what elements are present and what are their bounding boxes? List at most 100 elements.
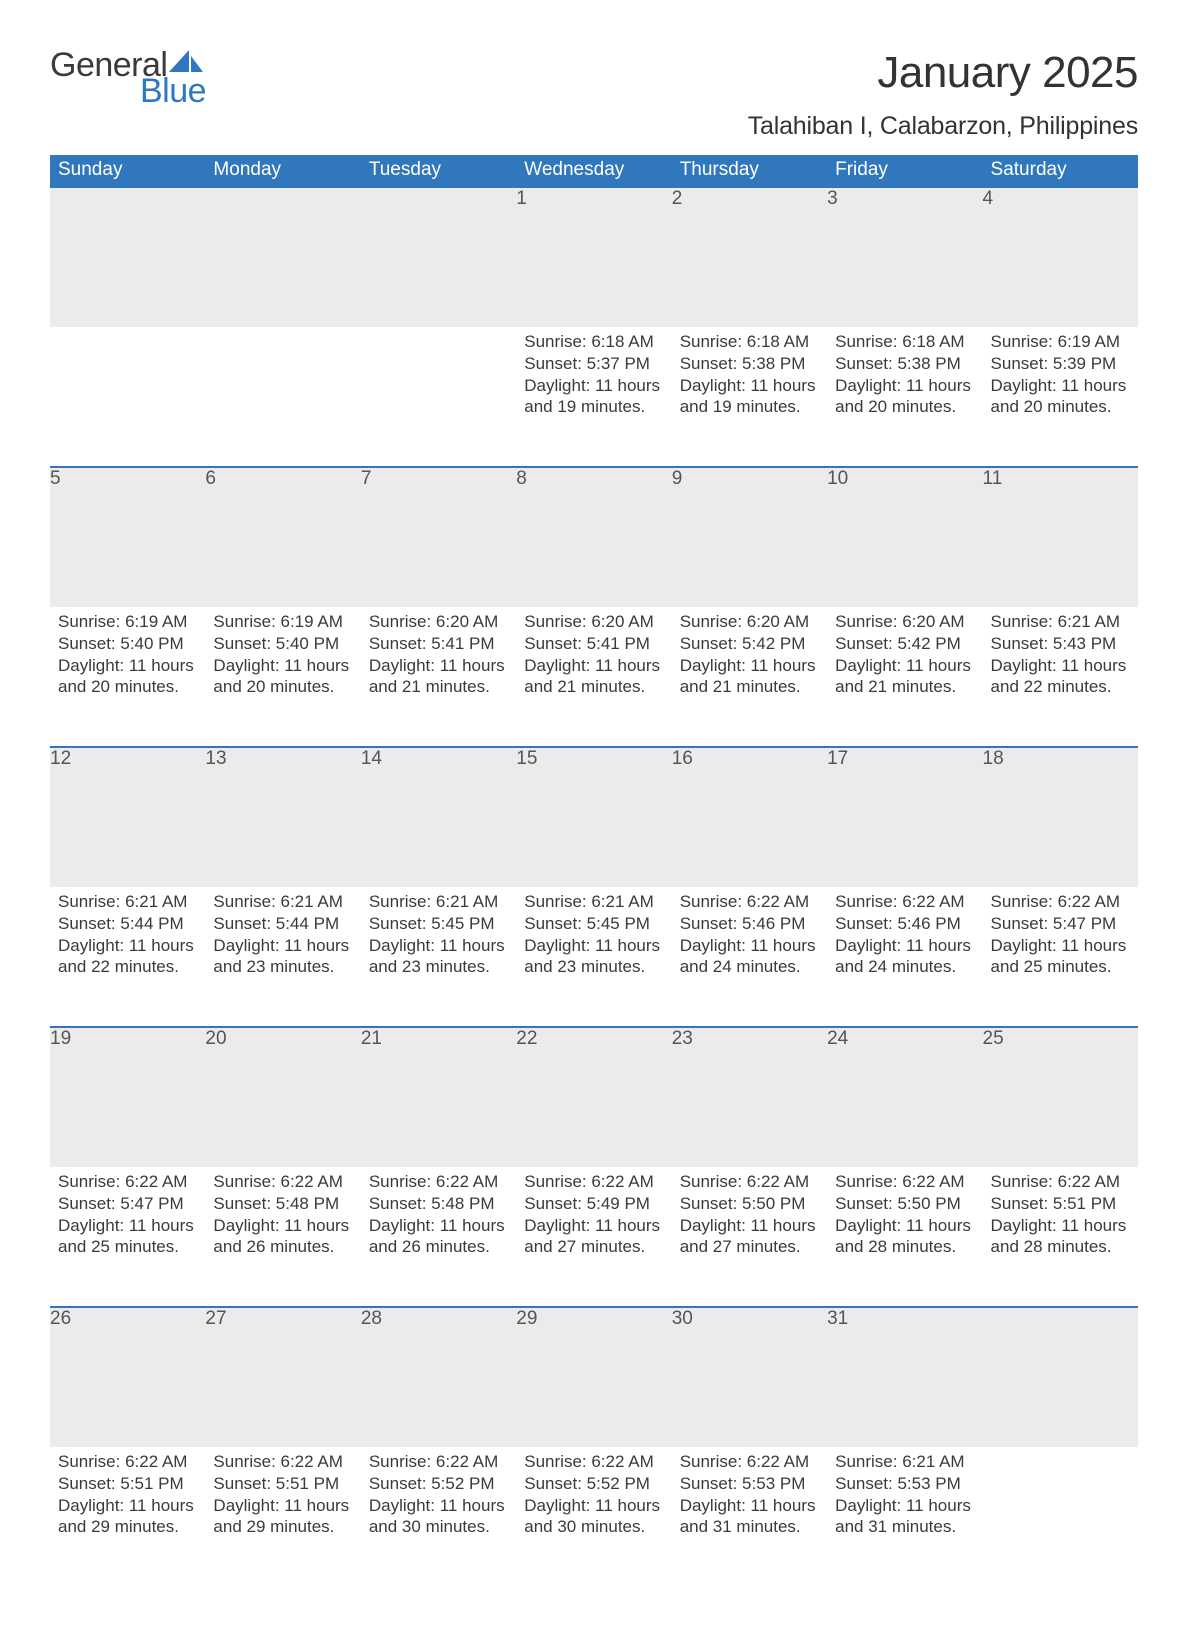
day-cell-content: Sunrise: 6:19 AMSunset: 5:40 PMDaylight:… xyxy=(50,607,205,704)
sunset-line: Sunset: 5:44 PM xyxy=(213,913,352,935)
sunrise-line: Sunrise: 6:22 AM xyxy=(58,1171,197,1193)
sunrise-line: Sunrise: 6:22 AM xyxy=(524,1451,663,1473)
daylight-line-2: and 31 minutes. xyxy=(835,1516,974,1538)
day-cell: Sunrise: 6:22 AMSunset: 5:48 PMDaylight:… xyxy=(361,1167,516,1307)
day-number-cell: 25 xyxy=(983,1027,1138,1167)
day-cell xyxy=(205,327,360,467)
day-cell-content: Sunrise: 6:22 AMSunset: 5:50 PMDaylight:… xyxy=(672,1167,827,1264)
day-cell-content: Sunrise: 6:21 AMSunset: 5:53 PMDaylight:… xyxy=(827,1447,982,1544)
day-cell xyxy=(361,327,516,467)
calendar-table: SundayMondayTuesdayWednesdayThursdayFrid… xyxy=(50,155,1138,1587)
daylight-line-2: and 28 minutes. xyxy=(835,1236,974,1258)
sunset-line: Sunset: 5:48 PM xyxy=(213,1193,352,1215)
day-number-cell: 23 xyxy=(672,1027,827,1167)
sunrise-line: Sunrise: 6:22 AM xyxy=(680,1451,819,1473)
sunrise-line: Sunrise: 6:21 AM xyxy=(58,891,197,913)
daylight-line-1: Daylight: 11 hours xyxy=(835,1215,974,1237)
sunset-line: Sunset: 5:41 PM xyxy=(524,633,663,655)
daylight-line-2: and 19 minutes. xyxy=(680,396,819,418)
sunrise-line: Sunrise: 6:20 AM xyxy=(835,611,974,633)
daylight-line-2: and 22 minutes. xyxy=(58,956,197,978)
daylight-line-1: Daylight: 11 hours xyxy=(369,1495,508,1517)
sunrise-line: Sunrise: 6:22 AM xyxy=(835,1171,974,1193)
day-number-cell: 18 xyxy=(983,747,1138,887)
day-cell: Sunrise: 6:22 AMSunset: 5:48 PMDaylight:… xyxy=(205,1167,360,1307)
sunset-line: Sunset: 5:48 PM xyxy=(369,1193,508,1215)
daylight-line-1: Daylight: 11 hours xyxy=(58,935,197,957)
day-cell: Sunrise: 6:22 AMSunset: 5:46 PMDaylight:… xyxy=(672,887,827,1027)
daylight-line-1: Daylight: 11 hours xyxy=(58,1495,197,1517)
day-number-cell: 11 xyxy=(983,467,1138,607)
sunset-line: Sunset: 5:51 PM xyxy=(213,1473,352,1495)
day-number-cell: 4 xyxy=(983,187,1138,327)
day-cell: Sunrise: 6:20 AMSunset: 5:41 PMDaylight:… xyxy=(516,607,671,747)
daylight-line-2: and 20 minutes. xyxy=(58,676,197,698)
day-cell-content: Sunrise: 6:18 AMSunset: 5:38 PMDaylight:… xyxy=(827,327,982,424)
sunrise-line: Sunrise: 6:21 AM xyxy=(835,1451,974,1473)
day-cell: Sunrise: 6:21 AMSunset: 5:45 PMDaylight:… xyxy=(361,887,516,1027)
daylight-line-1: Daylight: 11 hours xyxy=(524,375,663,397)
day-number-cell xyxy=(361,187,516,327)
day-number-row: 19202122232425 xyxy=(50,1027,1138,1167)
day-body-row: Sunrise: 6:18 AMSunset: 5:37 PMDaylight:… xyxy=(50,327,1138,467)
day-number-row: 12131415161718 xyxy=(50,747,1138,887)
sunset-line: Sunset: 5:50 PM xyxy=(835,1193,974,1215)
day-cell-content: Sunrise: 6:20 AMSunset: 5:42 PMDaylight:… xyxy=(827,607,982,704)
weekday-header: Sunday xyxy=(50,155,205,187)
daylight-line-2: and 24 minutes. xyxy=(680,956,819,978)
sunrise-line: Sunrise: 6:22 AM xyxy=(369,1451,508,1473)
day-number-row: 567891011 xyxy=(50,467,1138,607)
day-number-cell: 19 xyxy=(50,1027,205,1167)
daylight-line-1: Daylight: 11 hours xyxy=(680,655,819,677)
sunset-line: Sunset: 5:43 PM xyxy=(991,633,1130,655)
sunset-line: Sunset: 5:53 PM xyxy=(835,1473,974,1495)
day-number-cell: 29 xyxy=(516,1307,671,1447)
day-number-cell: 10 xyxy=(827,467,982,607)
day-cell-content: Sunrise: 6:21 AMSunset: 5:44 PMDaylight:… xyxy=(205,887,360,984)
weekday-header: Tuesday xyxy=(361,155,516,187)
daylight-line-1: Daylight: 11 hours xyxy=(213,655,352,677)
day-cell-content: Sunrise: 6:22 AMSunset: 5:48 PMDaylight:… xyxy=(205,1167,360,1264)
daylight-line-2: and 26 minutes. xyxy=(213,1236,352,1258)
day-cell: Sunrise: 6:19 AMSunset: 5:39 PMDaylight:… xyxy=(983,327,1138,467)
sunset-line: Sunset: 5:47 PM xyxy=(58,1193,197,1215)
brand-logo: General Blue xyxy=(50,48,206,108)
daylight-line-2: and 21 minutes. xyxy=(835,676,974,698)
weekday-header-row: SundayMondayTuesdayWednesdayThursdayFrid… xyxy=(50,155,1138,187)
day-cell: Sunrise: 6:22 AMSunset: 5:50 PMDaylight:… xyxy=(672,1167,827,1307)
daylight-line-1: Daylight: 11 hours xyxy=(369,935,508,957)
day-body-row: Sunrise: 6:21 AM Sunset: 5:44 PM Daylight:… xyxy=(50,887,1138,1027)
daylight-line-2: and 22 minutes. xyxy=(991,676,1130,698)
daylight-line-2: and 29 minutes. xyxy=(213,1516,352,1538)
daylight-line-2: and 28 minutes. xyxy=(991,1236,1130,1258)
weekday-header: Saturday xyxy=(983,155,1138,187)
sunset-line: Sunset: 5:51 PM xyxy=(991,1193,1130,1215)
sunset-line: Sunset: 5:46 PM xyxy=(680,913,819,935)
day-cell-content: Sunrise: 6:22 AMSunset: 5:47 PMDaylight:… xyxy=(50,1167,205,1264)
day-cell: Sunrise: 6:22 AMSunset: 5:51 PMDaylight:… xyxy=(205,1447,360,1587)
sunrise-line: Sunrise: 6:22 AM xyxy=(835,891,974,913)
day-cell: Sunrise: 6:22 AMSunset: 5:47 PMDaylight:… xyxy=(50,1167,205,1307)
day-number-cell: 15 xyxy=(516,747,671,887)
sunset-line: Sunset: 5:46 PM xyxy=(835,913,974,935)
sunset-line: Sunset: 5:40 PM xyxy=(58,633,197,655)
daylight-line-2: and 25 minutes. xyxy=(991,956,1130,978)
sunset-line: Sunset: 5:53 PM xyxy=(680,1473,819,1495)
sunset-line: Sunset: 5:49 PM xyxy=(524,1193,663,1215)
sunset-line: Sunset: 5:42 PM xyxy=(835,633,974,655)
day-cell: Sunrise: 6:18 AMSunset: 5:38 PMDaylight:… xyxy=(672,327,827,467)
weekday-header: Wednesday xyxy=(516,155,671,187)
day-number-cell: 22 xyxy=(516,1027,671,1167)
day-number-cell xyxy=(983,1307,1138,1447)
day-cell xyxy=(50,327,205,467)
sunset-line: Sunset: 5:40 PM xyxy=(213,633,352,655)
day-number-cell: 26 xyxy=(50,1307,205,1447)
day-cell-content: Sunrise: 6:22 AMSunset: 5:50 PMDaylight:… xyxy=(827,1167,982,1264)
sunrise-line: Sunrise: 6:20 AM xyxy=(524,611,663,633)
day-cell: Sunrise: 6:22 AMSunset: 5:47 PMDaylight:… xyxy=(983,887,1138,1027)
day-number-cell: 27 xyxy=(205,1307,360,1447)
day-cell: Sunrise: 6:20 AMSunset: 5:41 PMDaylight:… xyxy=(361,607,516,747)
day-number-cell xyxy=(205,187,360,327)
sunrise-line: Sunrise: 6:19 AM xyxy=(213,611,352,633)
sunrise-line: Sunrise: 6:20 AM xyxy=(680,611,819,633)
